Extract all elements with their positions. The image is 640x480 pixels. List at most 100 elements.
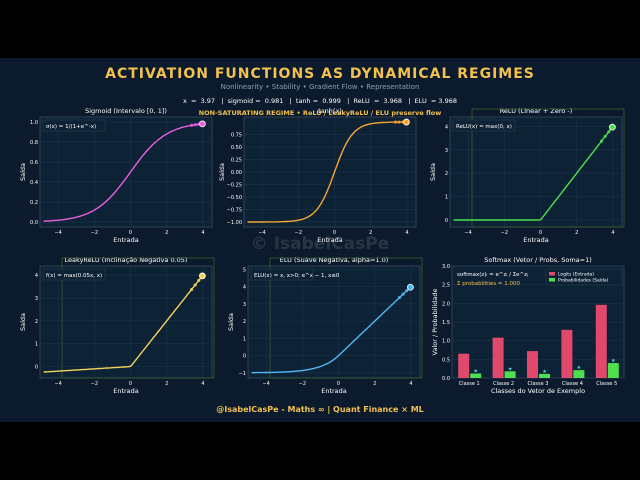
relu-ytick-label: 1 [445,195,448,201]
softmax-prob-marker: ★ [611,358,616,364]
relu-ytick-label: 4 [445,124,448,130]
footer-credit: @IsabelCasPe - Maths ∞ | Quant Finance ×… [216,405,424,414]
relu-ytick-label: 2 [445,171,448,177]
leaky-trail-point [189,287,194,292]
relu-xlabel: Entrada [523,236,549,244]
elu-trail-point [405,289,409,293]
tanh-ylabel: Saída [218,163,226,181]
tanh-xtick-label: 4 [405,230,408,236]
elu-ytick-label: 0 [243,354,246,360]
leaky-plot-area [39,265,213,379]
leaky-ylabel: Saída [19,313,27,331]
elu-trail-point [397,295,402,300]
relu-ylabel: Saída [429,163,437,181]
sigmoid-title: Sigmoid (Intervalo [0, 1]) [85,107,167,115]
relu-title: ReLU (Linear + Zero -) [500,107,573,115]
leaky-xtick-label: −2 [91,381,98,387]
relu-formula-box [452,119,516,132]
value-readout: x = 3.97 | sigmoid = 0.981 | tanh = 0.99… [183,97,457,105]
relu-xtick-label: −2 [501,230,508,236]
softmax-formula: softmax(z)ᵢ = e^zᵢ / Σe^zⱼ [457,272,528,278]
sigmoid-ytick-label: 0.4 [30,180,38,186]
tanh-trail-point [397,120,401,124]
tanh-curve [247,121,407,223]
relu-xtick-label: 4 [611,230,614,236]
tanh-xlabel: Entrada [317,236,343,244]
softmax-legend-swatch [549,272,555,276]
sigmoid-xtick-label: −2 [91,230,98,236]
relu-regime-frame [471,108,625,228]
elu-formula: ELU(x) = x, x>0; e^x − 1, x≤0 [254,273,340,279]
sigmoid-xtick-label: 0 [129,230,132,236]
elu-regime-frame [269,257,423,379]
relu-trail-point [607,130,611,134]
leaky-xtick-label: 0 [129,381,132,387]
figure-title: ACTIVATION FUNCTIONS AS DYNAMICAL REGIME… [105,66,535,82]
tanh-xtick-label: 0 [333,230,336,236]
elu-formula-box [250,268,314,281]
sigmoid-ytick-label: 1.0 [30,120,38,126]
leaky-ytick-label: 1 [35,342,38,348]
softmax-category-label: Classe 5 [596,381,617,387]
regime-label: NON-SATURATING REGIME • ReLU / LeakyReLU… [198,109,442,117]
softmax-ytick-label: 3.0 [442,264,450,270]
sigmoid-xtick-label: 4 [201,230,204,236]
leaky-trail-point [197,278,201,282]
relu-ytick-label: 3 [445,148,448,154]
softmax-legend-swatch [549,278,555,282]
softmax-legend [545,268,623,286]
softmax-prob-bar [539,373,550,378]
softmax-logit-bar [561,329,573,378]
relu-formula: ReLU(x) = max(0, x) [456,124,512,130]
softmax-sum-label: Σ probabilities = 1.000 [457,281,520,287]
leaky-formula: f(x) = max(0.05x, x) [46,273,102,279]
softmax-prob-bar [504,371,516,378]
elu-trail-point [401,292,405,296]
leaky-ytick-label: 0 [35,365,38,371]
elu-ylabel: Saída [227,313,235,331]
softmax-category-label: Classe 2 [493,381,514,387]
softmax-prob-marker: ★ [473,369,478,375]
softmax-legend-label: Probabilidades (Saída) [558,277,609,284]
softmax-ytick-label: 0.5 [442,357,450,363]
softmax-logit-bar [458,353,470,378]
softmax-prob-marker: ★ [577,365,582,371]
tanh-ytick-label: 0.25 [231,158,242,164]
elu-curve [251,286,411,374]
softmax-logit-bar [595,304,607,378]
leaky-ytick-label: 2 [35,319,38,325]
elu-ytick-label: 4 [243,285,246,291]
tanh-current-point [403,118,410,126]
tanh-title: tanh(x) [318,107,342,115]
sigmoid-curve [43,123,203,222]
elu-current-point [407,283,414,291]
elu-ytick-label: 2 [243,319,246,325]
elu-xtick-label: 0 [337,381,340,387]
sigmoid-ytick-label: 0.8 [30,140,38,146]
leaky-trail-point [193,283,197,287]
softmax-ytick-label: 1.5 [442,320,450,326]
elu-xtick-label: 2 [373,381,376,387]
leaky-curve [43,275,203,373]
softmax-prob-bar [573,370,585,378]
tanh-trail-point [393,120,398,124]
relu-xtick-label: −4 [464,230,471,236]
leaky-ytick-label: 4 [35,273,38,279]
sigmoid-current-point [199,120,206,128]
softmax-ytick-label: 0.0 [442,376,450,382]
sigmoid-xtick-label: 2 [165,230,168,236]
leaky-title: LeakyReLU (Inclinação Negativa 0.05) [65,256,188,264]
elu-ytick-label: 5 [243,267,246,273]
softmax-prob-marker: ★ [508,366,513,372]
softmax-category-label: Classe 3 [527,381,548,387]
relu-trail-point [599,139,604,143]
sigmoid-formula: σ(x) = 1/(1+e^-x) [46,124,96,130]
elu-xtick-label: −4 [262,381,269,387]
tanh-xtick-label: −2 [295,230,302,236]
leaky-formula-box [42,268,106,281]
tanh-ytick-label: 0.75 [231,133,242,139]
sigmoid-ytick-label: 0.6 [30,160,38,166]
watermark: © IsabelCasPe [250,234,390,254]
relu-trail-point [603,134,607,139]
